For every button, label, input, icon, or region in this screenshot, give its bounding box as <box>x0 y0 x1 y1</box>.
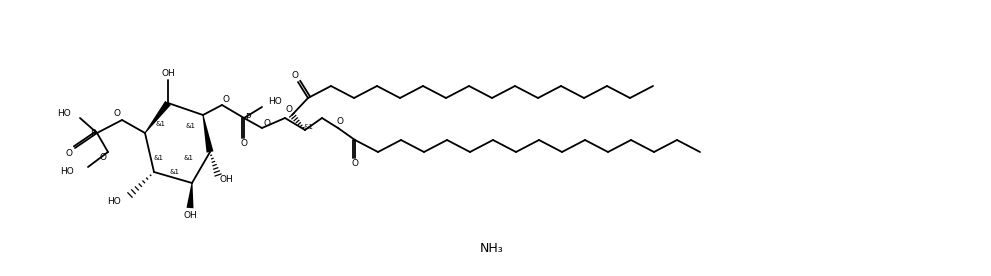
Text: OH: OH <box>162 68 174 78</box>
Text: &1: &1 <box>156 121 166 127</box>
Text: O: O <box>65 148 72 158</box>
Polygon shape <box>186 183 193 208</box>
Text: HO: HO <box>57 108 71 118</box>
Text: O: O <box>337 118 344 126</box>
Polygon shape <box>145 101 170 133</box>
Text: NH₃: NH₃ <box>480 242 503 254</box>
Text: O: O <box>114 110 121 118</box>
Text: HO: HO <box>107 197 121 206</box>
Text: OH: OH <box>219 176 233 184</box>
Text: &1: &1 <box>169 169 179 175</box>
Text: O: O <box>291 71 298 81</box>
Polygon shape <box>202 115 213 153</box>
Text: O: O <box>285 105 292 113</box>
Text: P: P <box>90 129 96 137</box>
Text: &1: &1 <box>153 155 163 161</box>
Text: O: O <box>352 160 359 169</box>
Text: O: O <box>241 139 248 147</box>
Text: &1: &1 <box>183 155 193 161</box>
Text: O: O <box>264 120 271 129</box>
Text: HO: HO <box>268 97 281 105</box>
Text: OH: OH <box>183 211 197 219</box>
Text: P: P <box>246 113 251 123</box>
Text: O: O <box>223 94 230 104</box>
Text: O: O <box>99 153 106 163</box>
Text: &1: &1 <box>185 123 195 129</box>
Text: &1: &1 <box>304 124 314 130</box>
Text: HO: HO <box>60 168 74 176</box>
